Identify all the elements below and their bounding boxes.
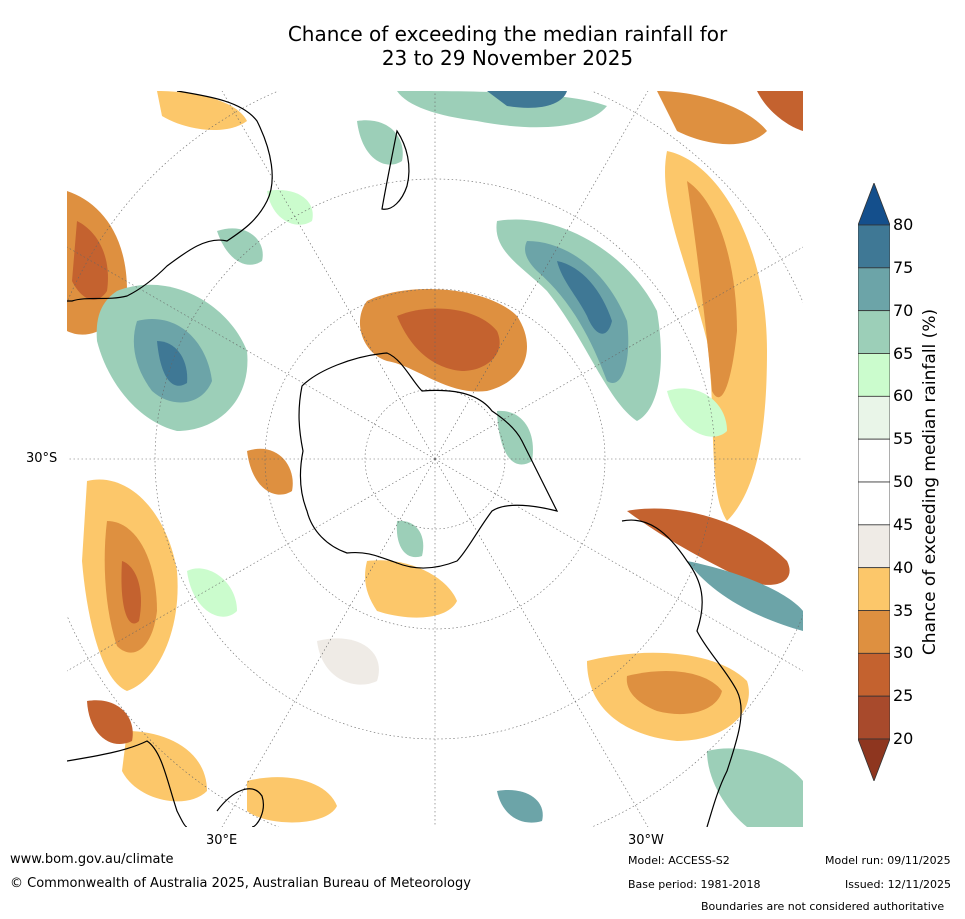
- colorbar-bin: [857, 481, 891, 526]
- colorbar-bin: [857, 652, 891, 697]
- latitude-label: 30°S: [26, 451, 58, 466]
- colorbar-extend-min: [857, 738, 891, 783]
- colorbar-tick-label: 50: [893, 472, 914, 491]
- colorbar-bin: [857, 224, 891, 269]
- footer-model: Model: ACCESS-S2: [628, 854, 730, 867]
- graticule: [67, 91, 803, 827]
- footer-issued: Issued: 12/11/2025: [845, 878, 952, 891]
- rainfall-probability-map: [67, 91, 803, 827]
- colorbar: [857, 181, 891, 783]
- colorbar-bin: [857, 310, 891, 354]
- colorbar-tick-label: 25: [893, 686, 914, 706]
- colorbar-tick-label: 30: [893, 643, 914, 663]
- antarctica-coastline: [298, 352, 559, 569]
- colorbar-bin: [857, 353, 891, 397]
- footer-disclaimer: Boundaries are not considered authoritat…: [701, 900, 945, 913]
- coastlines: [67, 91, 742, 827]
- south-america-coastline: [621, 519, 742, 827]
- title-line-2: 23 to 29 November 2025: [381, 46, 634, 70]
- colorbar-tick-label: 55: [893, 429, 914, 449]
- colorbar-bin: [857, 267, 891, 312]
- footer-website: www.bom.gov.au/climate: [10, 852, 174, 867]
- probability-blobs: [67, 91, 803, 827]
- colorbar-extend-max: [857, 181, 891, 226]
- colorbar-bin: [857, 567, 891, 611]
- footer-model-run: Model run: 09/11/2025: [825, 854, 951, 867]
- colorbar-tick-label: 65: [893, 343, 914, 363]
- colorbar-tick-label: 60: [893, 386, 914, 406]
- australia-coastline: [67, 91, 273, 302]
- footer-base-period: Base period: 1981-2018: [628, 878, 761, 891]
- longitude-label-west: 30°W: [628, 833, 664, 848]
- footer-copyright: © Commonwealth of Australia 2025, Austra…: [10, 876, 471, 891]
- title-line-1: Chance of exceeding the median rainfall …: [287, 22, 728, 46]
- colorbar-title: Chance of exceeding median rainfall (%): [920, 308, 940, 656]
- colorbar-graphic: [857, 181, 891, 783]
- colorbar-tick-label: 20: [893, 729, 914, 748]
- colorbar-tick-label: 80: [893, 215, 914, 234]
- africa-coastline: [67, 740, 188, 827]
- chart-title: Chance of exceeding the median rainfall …: [0, 22, 965, 70]
- colorbar-tick-label: 35: [893, 600, 914, 620]
- colorbar-tick-label: 75: [893, 257, 914, 277]
- colorbar-tick-label: 70: [893, 300, 914, 320]
- colorbar-bin: [857, 695, 891, 740]
- colorbar-bin: [857, 438, 891, 483]
- colorbar-bin: [857, 610, 891, 654]
- colorbar-tick-label: 40: [893, 557, 914, 577]
- longitude-label-east: 30°E: [206, 833, 238, 848]
- new-zealand-coastline: [381, 129, 410, 210]
- colorbar-tick-label: 45: [893, 514, 914, 534]
- madagascar-coastline: [216, 788, 264, 827]
- colorbar-bin: [857, 524, 891, 569]
- colorbar-bin: [857, 395, 891, 440]
